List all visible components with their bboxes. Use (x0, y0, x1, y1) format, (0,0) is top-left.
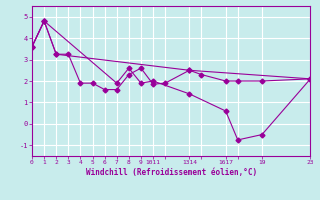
X-axis label: Windchill (Refroidissement éolien,°C): Windchill (Refroidissement éolien,°C) (86, 168, 257, 177)
